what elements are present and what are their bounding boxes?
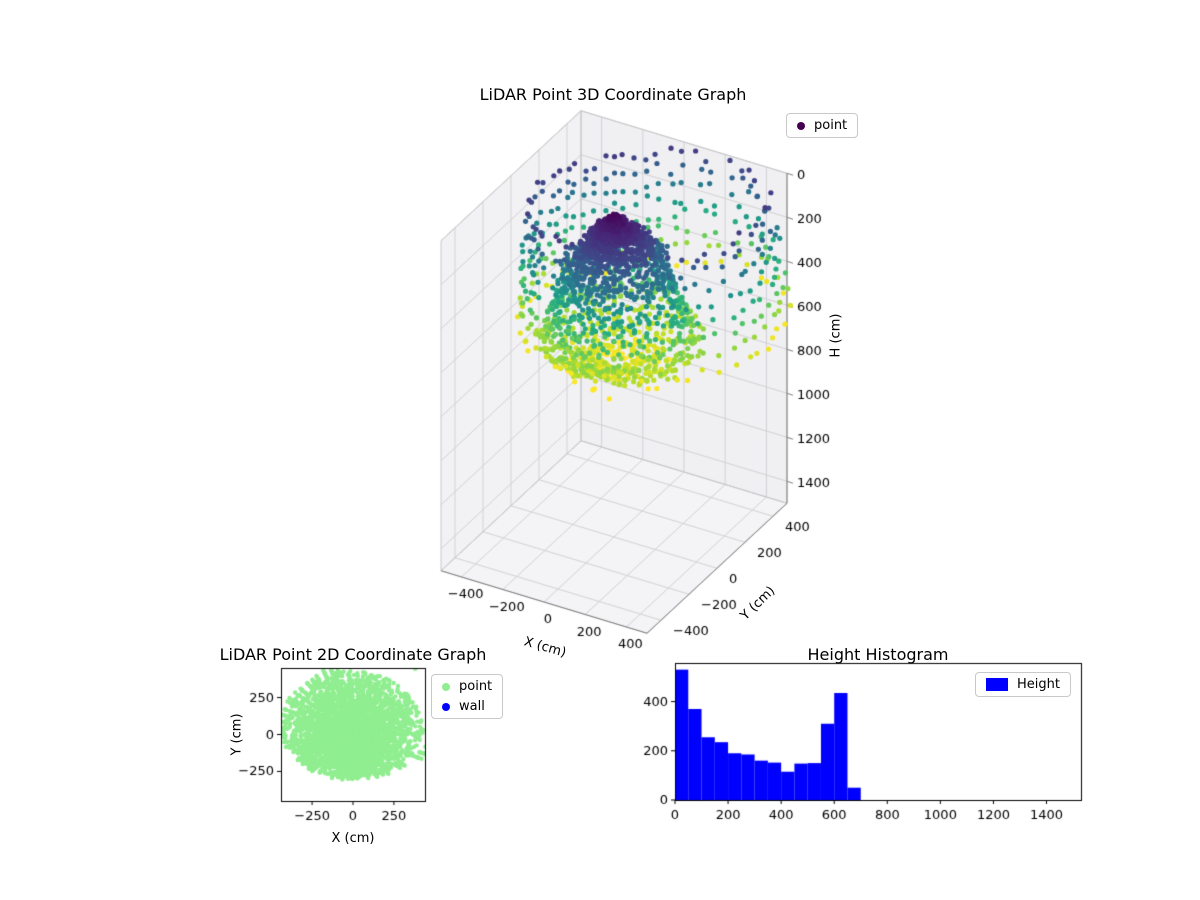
- legend-item-point-2d: point: [442, 679, 492, 694]
- plot3d-legend: point: [786, 113, 859, 138]
- legend-item-point-3d: point: [797, 118, 847, 133]
- plot2d-title: LiDAR Point 2D Coordinate Graph: [219, 645, 487, 664]
- plot2d-ylabel: Y (cm): [229, 713, 245, 756]
- plot2d-legend: point wall: [431, 674, 504, 719]
- plot2d-xlabel: X (cm): [331, 831, 375, 846]
- histogram-legend: Height: [975, 672, 1071, 697]
- legend-item-wall-2d: wall: [442, 699, 492, 714]
- point-marker-icon: [797, 121, 805, 130]
- legend-label-point-2d: point: [459, 679, 493, 694]
- point-marker-icon: [442, 682, 450, 691]
- legend-label-wall-2d: wall: [459, 699, 485, 714]
- plot3d-title: LiDAR Point 3D Coordinate Graph: [479, 85, 747, 104]
- wall-marker-icon: [442, 702, 450, 711]
- legend-item-height: Height: [986, 677, 1060, 692]
- legend-label-height: Height: [1017, 677, 1060, 692]
- height-swatch-icon: [986, 678, 1008, 691]
- legend-label-point-3d: point: [814, 118, 848, 133]
- plot3d-zlabel: H (cm): [828, 313, 844, 358]
- histogram-title: Height Histogram: [807, 645, 949, 664]
